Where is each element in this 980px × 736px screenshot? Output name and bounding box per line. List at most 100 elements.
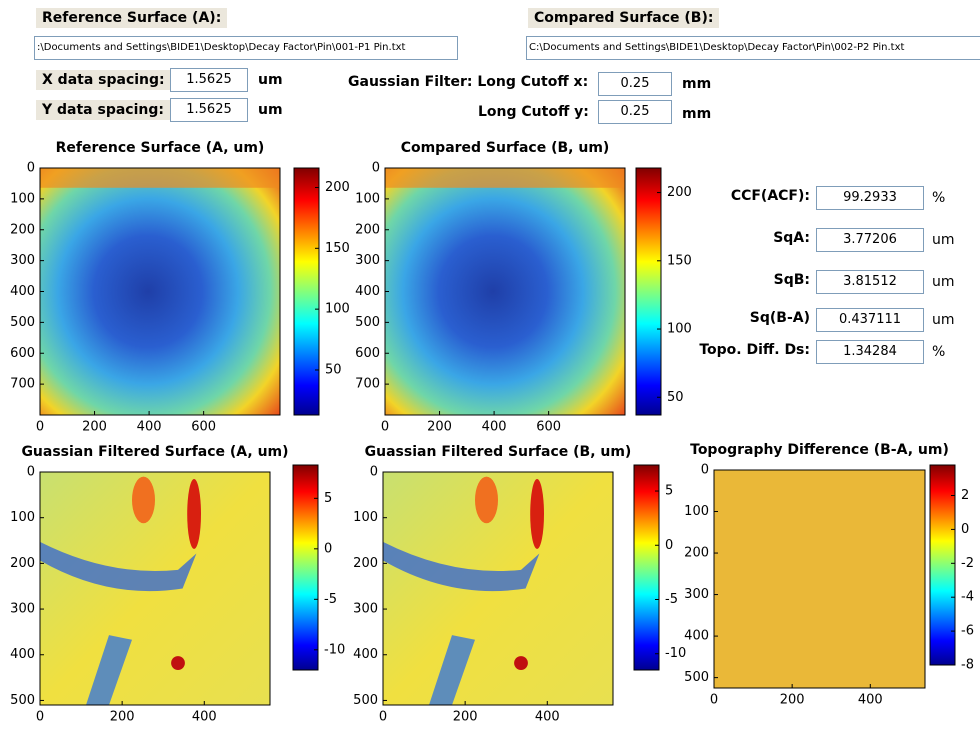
result-value[interactable]: 1.34284 xyxy=(816,340,924,364)
y-spacing-label: Y data spacing: xyxy=(36,100,170,120)
plot-title: Guassian Filtered Surface (B, um) xyxy=(365,444,632,460)
result-unit: % xyxy=(932,344,946,360)
plot-frame xyxy=(39,471,271,706)
y-tick-label: 200 xyxy=(10,556,35,571)
low-streak xyxy=(429,635,475,705)
y-tick-label: 400 xyxy=(353,647,378,662)
x-tick-label: 200 xyxy=(82,420,107,435)
y-tick-label: 100 xyxy=(10,510,35,525)
colorbar xyxy=(635,167,662,416)
result-unit: % xyxy=(932,190,946,206)
surface-edge xyxy=(40,168,280,188)
high-spot xyxy=(187,478,202,549)
y-tick-label: 600 xyxy=(10,346,35,361)
plot-title: Topography Difference (B-A, um) xyxy=(690,442,949,458)
y-tick-label: 500 xyxy=(684,670,709,685)
result-label: SqA: xyxy=(773,230,810,246)
filter-x-input[interactable]: 0.25 xyxy=(598,72,672,96)
x-tick-label: 400 xyxy=(192,710,217,725)
x-tick-label: 0 xyxy=(36,420,44,435)
result-value[interactable]: 99.2933 xyxy=(816,186,924,210)
y-tick-label: 400 xyxy=(684,629,709,644)
low-streak xyxy=(40,541,197,592)
result-label: CCF(ACF): xyxy=(730,188,810,204)
x-tick-label: 200 xyxy=(427,420,452,435)
y-tick-label: 0 xyxy=(27,465,35,480)
y-tick-label: 500 xyxy=(10,693,35,708)
reference-path[interactable]: :\Documents and Settings\BIDE1\Desktop\D… xyxy=(34,36,458,60)
y-tick-label: 400 xyxy=(10,647,35,662)
colorbar-tick-label: -8 xyxy=(961,658,974,673)
y-tick-label: 200 xyxy=(355,222,380,237)
y-tick-label: 100 xyxy=(353,510,378,525)
colorbar xyxy=(633,464,660,671)
colorbar-tick-label: 150 xyxy=(667,253,692,268)
result-unit: um xyxy=(932,274,955,290)
filter-y-input[interactable]: 0.25 xyxy=(598,100,672,124)
plot-title: Reference Surface (A, um) xyxy=(56,140,265,156)
y-spacing-input[interactable]: 1.5625 xyxy=(170,98,248,122)
filter-x-label: Gaussian Filter: Long Cutoff x: xyxy=(348,74,589,90)
y-tick-label: 400 xyxy=(10,284,35,299)
filter-y-unit: mm xyxy=(682,106,712,122)
y-tick-label: 300 xyxy=(353,602,378,617)
y-tick-label: 0 xyxy=(27,161,35,176)
x-spacing-label: X data spacing: xyxy=(36,70,171,90)
plot-frame xyxy=(382,471,614,706)
colorbar xyxy=(293,167,320,416)
result-value[interactable]: 3.77206 xyxy=(816,228,924,252)
x-spacing-input[interactable]: 1.5625 xyxy=(170,68,248,92)
x-tick-label: 200 xyxy=(110,710,135,725)
y-tick-label: 0 xyxy=(372,161,380,176)
x-tick-label: 400 xyxy=(858,693,883,708)
plot-title: Compared Surface (B, um) xyxy=(401,140,610,156)
y-tick-label: 100 xyxy=(684,504,709,519)
result-value[interactable]: 3.81512 xyxy=(816,270,924,294)
high-spot xyxy=(475,476,498,524)
surface-edge xyxy=(385,168,625,188)
colorbar-tick-label: 150 xyxy=(325,241,350,256)
colorbar-tick-label: 0 xyxy=(665,538,673,553)
compared-label: Compared Surface (B): xyxy=(528,8,720,28)
x-tick-label: 200 xyxy=(780,693,805,708)
surface-image xyxy=(40,168,280,415)
x-tick-label: 600 xyxy=(191,420,216,435)
colorbar-tick-label: 100 xyxy=(667,322,692,337)
y-tick-label: 200 xyxy=(10,222,35,237)
colorbar-tick-label: 0 xyxy=(324,541,332,556)
result-value[interactable]: 0.437111 xyxy=(816,308,924,332)
colorbar-tick-label: -2 xyxy=(961,556,974,571)
y-tick-label: 200 xyxy=(353,556,378,571)
colorbar-tick-label: 100 xyxy=(325,302,350,317)
y-tick-label: 300 xyxy=(684,587,709,602)
high-spot xyxy=(514,656,528,671)
x-tick-label: 400 xyxy=(535,710,560,725)
y-spacing-unit: um xyxy=(258,102,283,118)
colorbar-tick-label: 5 xyxy=(665,484,673,499)
high-spot xyxy=(132,476,155,524)
y-tick-label: 700 xyxy=(355,377,380,392)
surface-image xyxy=(385,168,625,415)
filter-y-label: Long Cutoff y: xyxy=(478,104,589,120)
colorbar-tick-label: 5 xyxy=(324,491,332,506)
result-unit: um xyxy=(932,312,955,328)
x-tick-label: 600 xyxy=(536,420,561,435)
y-tick-label: 0 xyxy=(701,463,709,478)
plot-title: Guassian Filtered Surface (A, um) xyxy=(21,444,288,460)
colorbar-tick-label: 200 xyxy=(667,185,692,200)
y-tick-label: 300 xyxy=(355,253,380,268)
colorbar-tick-label: 200 xyxy=(325,180,350,195)
colorbar-tick-label: -5 xyxy=(665,592,678,607)
colorbar xyxy=(292,464,319,671)
y-tick-label: 100 xyxy=(10,191,35,206)
compared-path[interactable]: C:\Documents and Settings\BIDE1\Desktop\… xyxy=(526,36,980,60)
plot-frame xyxy=(713,469,926,689)
y-tick-label: 400 xyxy=(355,284,380,299)
result-unit: um xyxy=(932,232,955,248)
surface-image xyxy=(714,470,925,688)
colorbar-tick-label: -10 xyxy=(324,642,345,657)
colorbar-tick-label: -10 xyxy=(665,646,686,661)
x-tick-label: 0 xyxy=(710,693,718,708)
